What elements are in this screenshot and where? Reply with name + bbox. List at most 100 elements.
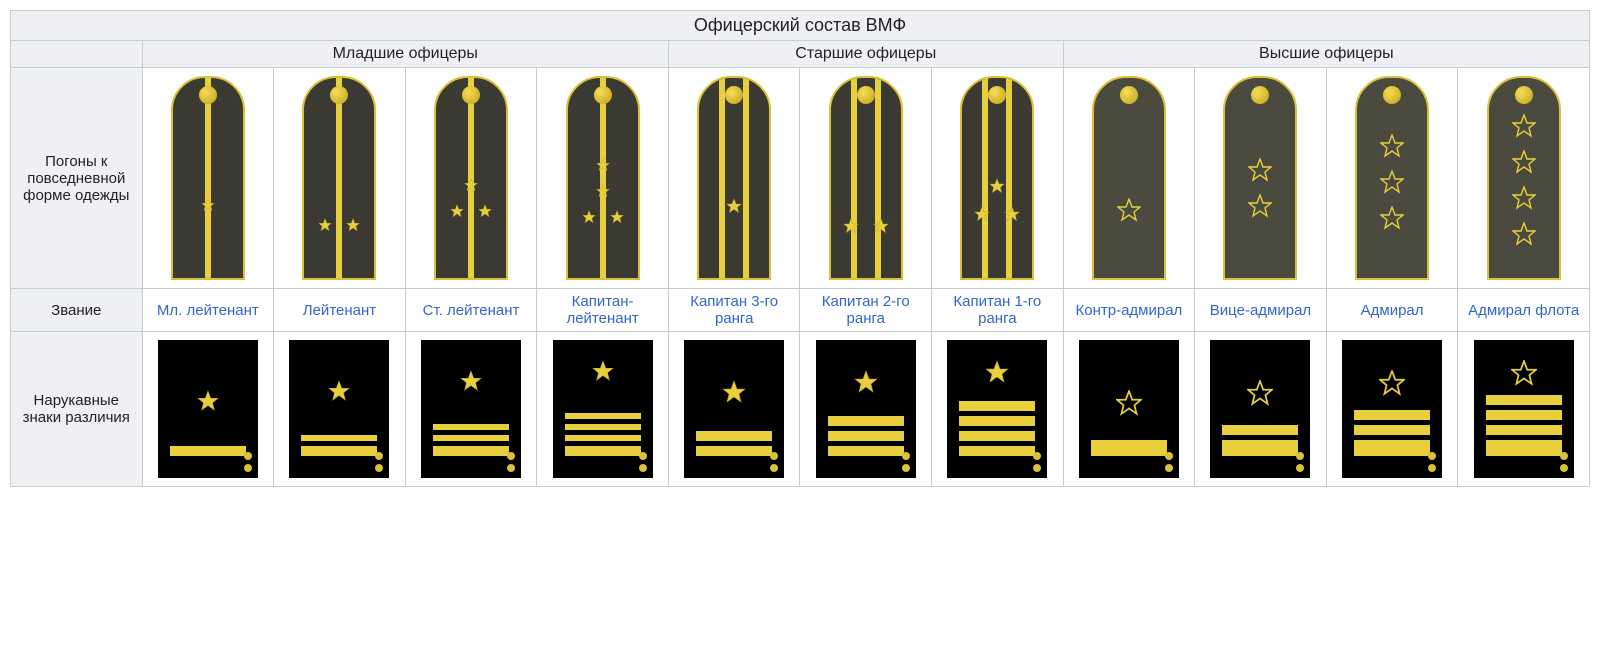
epaulet — [171, 76, 245, 280]
epaulet — [566, 76, 640, 280]
star-icon — [989, 178, 1005, 196]
epaulet — [1223, 76, 1297, 280]
sleeve-stripe — [565, 413, 641, 419]
rank-link[interactable]: Капитан 3-го ранга — [690, 293, 778, 327]
star-icon — [592, 360, 614, 384]
rank-link[interactable]: Адмирал флота — [1468, 302, 1579, 319]
sleeve-stripe — [1486, 440, 1562, 456]
sleeve-dots — [1428, 452, 1436, 472]
sleeve-dots — [770, 452, 778, 472]
sleeve-patch — [1210, 340, 1310, 478]
sleeve-stripe — [828, 431, 904, 441]
star-icon — [1512, 150, 1536, 176]
sleeve-stripe — [1222, 425, 1298, 435]
sleeve-stripe — [1486, 425, 1562, 435]
sleeve-dots — [244, 452, 252, 472]
star-icon — [460, 370, 482, 394]
star-icon — [1512, 114, 1536, 140]
button-icon — [988, 86, 1006, 104]
epaulet-cell — [1326, 68, 1458, 289]
sleeve-cell — [274, 332, 406, 487]
button-icon — [857, 86, 875, 104]
epaulet-cell — [142, 68, 274, 289]
sleeve-stripe — [301, 446, 377, 456]
star-icon — [1512, 222, 1536, 248]
sleeve-stripe — [1486, 395, 1562, 405]
sleeve-stripe — [959, 446, 1035, 456]
epaulet — [697, 76, 771, 280]
star-icon — [974, 206, 990, 224]
sleeve-cell — [1326, 332, 1458, 487]
button-icon — [1251, 86, 1269, 104]
star-icon — [450, 204, 464, 220]
rank-link[interactable]: Лейтенант — [303, 302, 376, 319]
group-header: Старшие офицеры — [668, 41, 1063, 68]
sleeve-stripe — [170, 446, 246, 456]
sleeve-cell — [1195, 332, 1327, 487]
sleeve-cell — [537, 332, 669, 487]
sleeve-stripe — [696, 446, 772, 456]
epaulet-cell — [405, 68, 537, 289]
star-icon — [1247, 380, 1273, 408]
sleeve-stripe — [1354, 410, 1430, 420]
sleeve-stripe — [1354, 440, 1430, 456]
star-icon — [843, 218, 859, 236]
button-icon — [594, 86, 612, 104]
epaulet — [302, 76, 376, 280]
star-icon — [1380, 134, 1404, 160]
rank-link[interactable]: Контр-адмирал — [1076, 302, 1183, 319]
epaulet-cell — [932, 68, 1064, 289]
epaulet-cell — [274, 68, 406, 289]
sleeve-cell — [800, 332, 932, 487]
star-icon — [1379, 370, 1405, 398]
sleeve-stripe — [959, 431, 1035, 441]
star-icon — [197, 390, 219, 414]
rank-link[interactable]: Мл. лейтенант — [157, 302, 259, 319]
rank-link[interactable]: Капитан-лейтенант — [566, 293, 638, 327]
group-header: Высшие офицеры — [1063, 41, 1589, 68]
epaulet-cell — [800, 68, 932, 289]
star-icon — [1380, 206, 1404, 232]
star-icon — [201, 198, 215, 214]
star-icon — [722, 380, 746, 406]
sleeve-dots — [1165, 452, 1173, 472]
star-icon — [1116, 390, 1142, 418]
row-label-blank — [11, 41, 143, 68]
rank-name-cell: Капитан 1-го ранга — [932, 289, 1064, 332]
sleeve-stripe — [959, 416, 1035, 426]
star-icon — [1512, 186, 1536, 212]
rank-link[interactable]: Капитан 2-го ранга — [822, 293, 910, 327]
star-icon — [1117, 198, 1141, 224]
star-icon — [328, 380, 350, 404]
rank-name-cell: Капитан 3-го ранга — [668, 289, 800, 332]
sleeve-patch — [1474, 340, 1574, 478]
sleeve-stripe — [828, 416, 904, 426]
button-icon — [1515, 86, 1533, 104]
sleeve-stripe — [565, 435, 641, 441]
sleeve-patch — [158, 340, 258, 478]
sleeve-stripe — [301, 435, 377, 441]
sleeve-stripe — [565, 446, 641, 456]
rank-link[interactable]: Ст. лейтенант — [423, 302, 520, 319]
button-icon — [330, 86, 348, 104]
sleeve-cell — [668, 332, 800, 487]
rank-name-cell: Контр-адмирал — [1063, 289, 1195, 332]
sleeve-cell — [142, 332, 274, 487]
rank-name-cell: Мл. лейтенант — [142, 289, 274, 332]
rank-table: Офицерский состав ВМФМладшие офицерыСтар… — [10, 10, 1590, 487]
epaulet-cell — [537, 68, 669, 289]
rank-link[interactable]: Адмирал — [1361, 302, 1424, 319]
sleeve-stripe — [565, 424, 641, 430]
rank-name-cell: Капитан-лейтенант — [537, 289, 669, 332]
rank-link[interactable]: Вице-адмирал — [1210, 302, 1311, 319]
epaulet-cell — [1063, 68, 1195, 289]
rank-name-cell: Адмирал — [1326, 289, 1458, 332]
epaulet-cell — [668, 68, 800, 289]
sleeve-stripe — [1354, 425, 1430, 435]
row-label-rank: Звание — [11, 289, 143, 332]
sleeve-patch — [421, 340, 521, 478]
star-icon — [1004, 206, 1020, 224]
epaulet — [829, 76, 903, 280]
rank-link[interactable]: Капитан 1-го ранга — [953, 293, 1041, 327]
star-icon — [464, 178, 478, 194]
